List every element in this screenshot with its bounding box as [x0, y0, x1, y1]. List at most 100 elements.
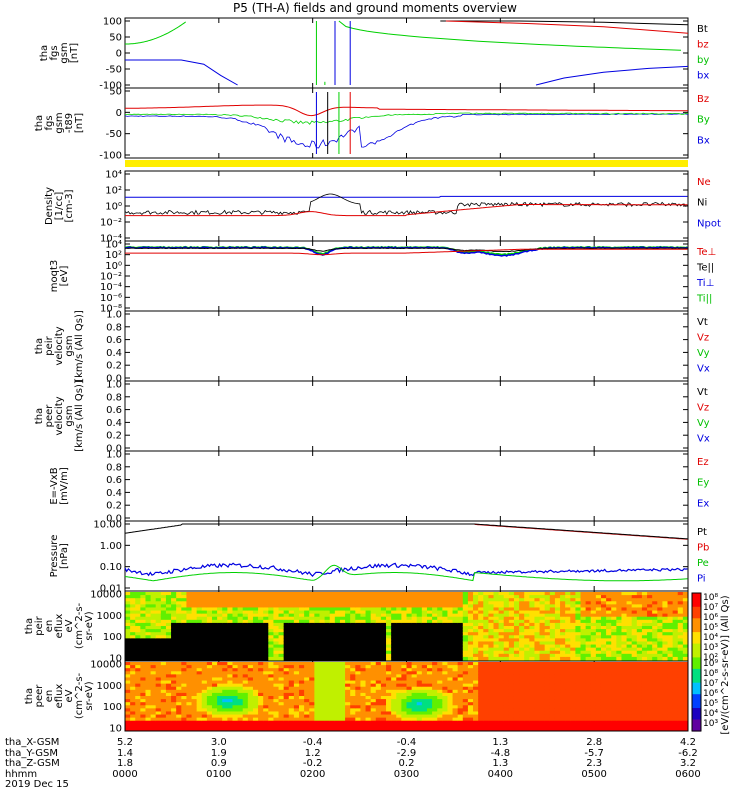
spec-cell-e — [227, 677, 233, 682]
spec-cell-i — [278, 644, 285, 649]
spec-cell-i — [350, 613, 356, 618]
spec-cell-i — [309, 629, 315, 633]
spec-cell-i — [426, 607, 433, 612]
spec-cell-i — [534, 607, 541, 612]
spec-cell-i — [426, 610, 433, 615]
spec-cell-e — [554, 680, 561, 685]
spec-cell-i — [135, 626, 141, 630]
spec-cell-e — [278, 677, 285, 682]
spec-cell-e — [278, 671, 285, 675]
spec-cell-e — [278, 720, 285, 725]
spec-cell-e — [524, 699, 530, 703]
spec-cell-e — [222, 671, 228, 675]
spec-cell-e — [186, 717, 193, 722]
spec-cell-e — [145, 711, 152, 716]
spec-cell-e — [165, 692, 172, 697]
spec-cell-i — [657, 632, 663, 636]
spec-cell-i — [662, 616, 669, 621]
spec-cell-e — [278, 702, 285, 706]
spec-cell-e — [544, 702, 551, 706]
spec-cell-i — [575, 650, 582, 655]
spec-cell-i — [355, 592, 361, 596]
spec-cell-e — [416, 674, 423, 678]
spec-cell-i — [493, 653, 500, 658]
spec-cell-i — [508, 616, 515, 621]
spec-cell-i — [150, 629, 157, 633]
spec-cell-e — [201, 696, 208, 700]
spec-cell-i — [304, 638, 310, 642]
spec-cell-e — [370, 723, 377, 728]
spec-cell-i — [575, 626, 582, 630]
spec-cell-i — [355, 632, 361, 636]
spec-cell-i — [457, 607, 464, 612]
spec-cell-i — [160, 650, 167, 655]
spec-cell-e — [247, 705, 254, 709]
spec-cell-i — [606, 613, 612, 618]
spec-cell-e — [401, 714, 407, 719]
spec-cell-i — [467, 616, 474, 621]
spec-cell-i — [606, 656, 612, 661]
spec-cell-e — [293, 717, 300, 722]
spec-cell-e — [462, 717, 469, 722]
spec-cell-e — [493, 723, 500, 728]
spec-cell-e — [560, 714, 566, 719]
spec-cell-e — [437, 674, 443, 678]
spec-cell-i — [600, 644, 607, 649]
spec-cell-i — [355, 622, 361, 627]
spec-cell-e — [416, 720, 423, 725]
spec-cell-e — [513, 720, 520, 725]
spec-cell-i — [334, 622, 341, 627]
spec-cell-i — [462, 592, 469, 596]
spec-cell-i — [263, 619, 269, 624]
spec-cell-e — [191, 683, 198, 688]
spec-cell-e — [299, 726, 305, 731]
spec-cell-e — [380, 723, 387, 728]
spec-cell-e — [171, 717, 177, 722]
spec-cell-e — [232, 711, 239, 716]
spec-cell-i — [616, 647, 622, 652]
spec-cell-e — [258, 720, 264, 725]
spec-cell-i — [268, 629, 274, 633]
spec-cell-i — [355, 610, 361, 615]
spec-cell-e — [186, 714, 193, 719]
spec-cell-e — [181, 662, 187, 666]
spec-cell-i — [181, 607, 187, 612]
spec-cell-i — [560, 644, 566, 649]
spec-cell-e — [457, 705, 464, 709]
spec-cell-e — [442, 662, 448, 666]
spec-cell-e — [580, 702, 587, 706]
spec-cell-e — [360, 689, 367, 694]
spec-cell-e — [171, 662, 177, 666]
spec-cell-e — [191, 702, 198, 706]
spec-cell-e — [549, 702, 556, 706]
spec-cell-e — [370, 686, 377, 691]
spec-cell-i — [600, 647, 607, 652]
spec-cell-e — [299, 720, 305, 725]
spec-cell-i — [426, 650, 433, 655]
spec-cell-e — [314, 702, 320, 706]
spec-cell-i — [150, 613, 157, 618]
spec-cell-i — [278, 632, 285, 636]
spec-cell-i — [662, 607, 669, 612]
spec-cell-i — [575, 607, 582, 612]
spec-cell-e — [421, 699, 428, 703]
spec-cell-i — [462, 641, 469, 646]
spec-cell-i — [268, 616, 274, 621]
spec-cell-i — [585, 632, 592, 636]
spec-cell-e — [299, 683, 305, 688]
spec-cell-i — [682, 629, 689, 633]
spec-cell-i — [355, 598, 361, 602]
spec-cell-i — [365, 619, 372, 624]
spec-cell-e — [606, 665, 612, 669]
spec-cell-i — [677, 647, 684, 652]
spec-cell-e — [191, 677, 198, 682]
spec-cell-e — [621, 702, 628, 706]
spec-cell-i — [595, 626, 602, 630]
spec-cell-i — [283, 610, 290, 615]
spec-cell-i — [590, 601, 597, 605]
spec-cell-i — [222, 604, 228, 608]
spec-cell-i — [237, 641, 244, 646]
spec-cell-i — [212, 638, 218, 642]
spec-cell-i — [580, 592, 587, 596]
spec-cell-e — [217, 708, 223, 712]
